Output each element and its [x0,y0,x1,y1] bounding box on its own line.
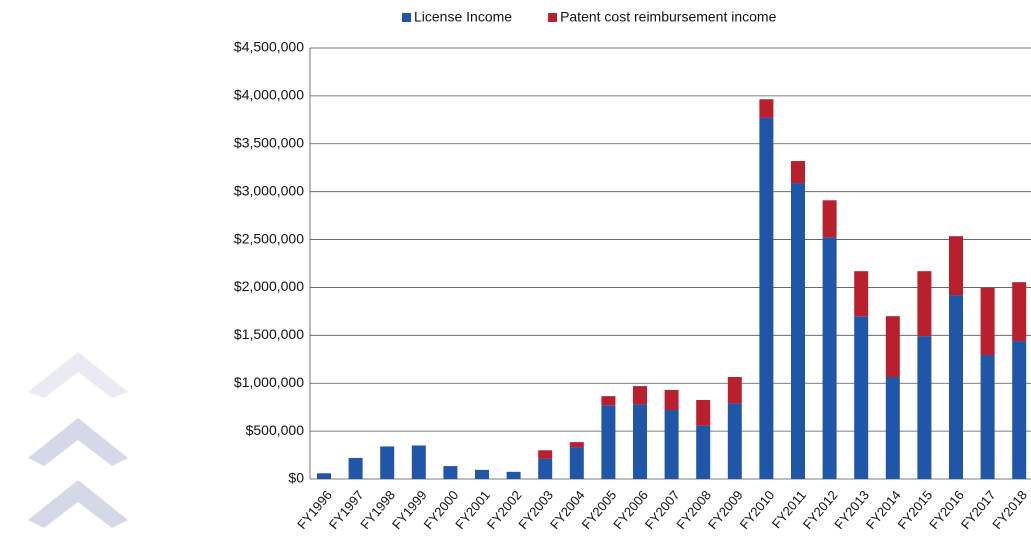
bar-segment [664,389,679,411]
bar-segment [443,466,458,479]
bar-segment [569,442,584,448]
bar-segment [633,386,647,405]
y-tick-label: $3,000,000 [234,182,304,198]
legend-label: Patent cost reimbursement income [560,9,777,25]
legend-label: License Income [414,9,512,25]
x-tick-label: FY2010 [737,487,778,532]
bar-segment [791,183,805,479]
bar-segment [949,295,963,479]
bar-segment [980,287,995,355]
bar-segment [411,445,426,479]
bar-segment [822,237,837,479]
y-tick-label: $4,000,000 [234,87,304,103]
bar-segment [538,458,553,479]
bar-segment [822,200,837,238]
bar-segment [759,99,774,118]
y-tick-label: $4,500,000 [234,39,304,55]
legend-swatch [402,13,411,22]
bar-segment [538,450,553,459]
bar-segment [727,403,742,479]
bar-segment [601,396,616,406]
legend-swatch [548,13,558,22]
bar-segment [791,161,805,184]
bar-segment [885,316,900,377]
bar-segment [727,376,742,404]
bar-segment [317,473,331,479]
y-tick-label: $3,500,000 [234,134,304,150]
bar-segment [380,446,395,479]
bar-segment [917,271,932,337]
bar-segment [664,410,679,479]
bar-segment [569,447,584,479]
decoration [28,352,128,528]
x-tick-label: FY2018 [989,487,1030,532]
y-tick-label: $500,000 [246,422,305,438]
bar-segment [759,117,774,479]
bar-segment [917,336,932,479]
bar-segment [980,354,995,479]
bar-segment [506,471,521,479]
bar-segment [475,469,489,479]
bar-segment [885,376,900,479]
y-tick-label: $2,000,000 [234,278,304,294]
y-tick-label: $1,500,000 [234,326,304,342]
bar-segment [854,271,869,317]
bar-segment [1012,282,1027,342]
y-tick-label: $2,500,000 [234,230,304,246]
bar-segment [348,457,363,479]
bar-segment [1012,341,1027,479]
y-tick-label: $1,000,000 [234,374,304,390]
bar-segment [854,316,869,479]
bar-segment [633,404,647,479]
bar-segment [949,236,963,296]
bar-segment [696,399,711,426]
y-tick-label: $0 [288,470,304,486]
bar-segment [601,405,616,479]
bar-segment [696,425,711,479]
